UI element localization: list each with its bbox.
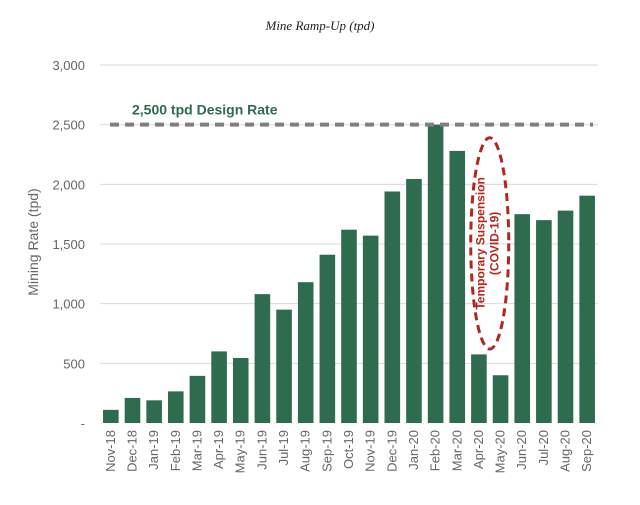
x-tick-label: Nov-19 — [363, 430, 378, 472]
x-tick-label: Sep-20 — [579, 430, 594, 472]
x-axis-ticks: Nov-18 Dec-18 Jan-19 Feb-19 Mar-19 Apr-19 May-… — [103, 430, 594, 473]
y-tick-label: 3,000 — [52, 58, 85, 73]
bar-feb-20 — [427, 124, 444, 424]
x-tick-label: Oct-19 — [341, 430, 356, 469]
x-tick-label: Feb-20 — [428, 430, 443, 471]
bar-aug-20 — [557, 210, 574, 423]
bar-apr-20 — [471, 354, 487, 423]
bar-may-19 — [232, 357, 249, 423]
chart-title: Mine Ramp-Up (tpd) — [265, 18, 375, 33]
bar-dec-18 — [124, 397, 141, 423]
x-tick-label: Feb-19 — [168, 430, 183, 471]
bar-mar-19 — [189, 375, 206, 423]
bar-aug-19 — [297, 282, 314, 423]
y-tick-label: 2,500 — [52, 118, 85, 133]
x-tick-label: Jan-20 — [406, 430, 421, 470]
bar-may-20 — [492, 375, 509, 423]
y-axis-title: Mining Rate (tpd) — [25, 188, 41, 295]
y-tick-label: - — [81, 416, 85, 431]
bars — [103, 124, 595, 424]
y-tick-label: 1,500 — [52, 237, 85, 252]
bar-sep-20 — [579, 195, 595, 423]
bar-jan-20 — [406, 178, 422, 423]
bar-sep-19 — [319, 254, 336, 423]
design-rate-label: 2,500 tpd Design Rate — [132, 102, 278, 118]
bar-mar-20 — [449, 150, 466, 424]
suspension-annotation: Temporary Suspension (COVID-19) — [469, 136, 511, 351]
x-tick-label: Dec-18 — [124, 430, 139, 472]
x-tick-label: Jul-19 — [276, 430, 291, 465]
bar-dec-19 — [384, 191, 401, 423]
y-tick-label: 1,000 — [52, 297, 85, 312]
x-tick-label: Jan-19 — [146, 430, 161, 470]
bar-jan-19 — [146, 400, 162, 423]
design-rate-reference: 2,500 tpd Design Rate — [110, 102, 593, 127]
x-tick-label: Nov-18 — [103, 430, 118, 472]
x-tick-label: Dec-19 — [384, 430, 399, 472]
x-tick-label: Jun-20 — [514, 430, 529, 470]
y-axis-ticks: - 500 1,000 1,500 2,000 2,500 3,000 — [52, 58, 85, 431]
x-tick-label: Jun-19 — [254, 430, 269, 470]
y-tick-label: 500 — [63, 356, 85, 371]
x-tick-label: Sep-19 — [319, 430, 334, 472]
y-tick-label: 2,000 — [52, 177, 85, 192]
x-tick-label: Apr-20 — [471, 430, 486, 469]
suspension-label-line: (COVID-19) — [488, 212, 502, 275]
bar-oct-19 — [341, 229, 357, 423]
x-tick-label: May-20 — [493, 430, 508, 473]
bar-feb-19 — [167, 391, 184, 423]
suspension-ellipse — [469, 136, 511, 351]
x-tick-label: Aug-19 — [298, 430, 313, 472]
suspension-label-line: Temporary Suspension — [474, 177, 488, 309]
bar-jul-19 — [276, 309, 292, 423]
x-tick-label: Apr-19 — [211, 430, 226, 469]
bar-jul-20 — [536, 220, 552, 423]
bar-nov-19 — [362, 235, 379, 423]
x-tick-label: Jul-20 — [536, 430, 551, 465]
bar-nov-18 — [103, 409, 119, 423]
x-tick-label: Aug-20 — [558, 430, 573, 472]
bar-apr-19 — [211, 351, 227, 423]
bar-jun-19 — [254, 294, 271, 423]
x-tick-label: May-19 — [233, 430, 248, 473]
x-tick-label: Mar-20 — [449, 430, 464, 471]
bar-jun-20 — [514, 214, 531, 423]
x-tick-label: Mar-19 — [189, 430, 204, 471]
